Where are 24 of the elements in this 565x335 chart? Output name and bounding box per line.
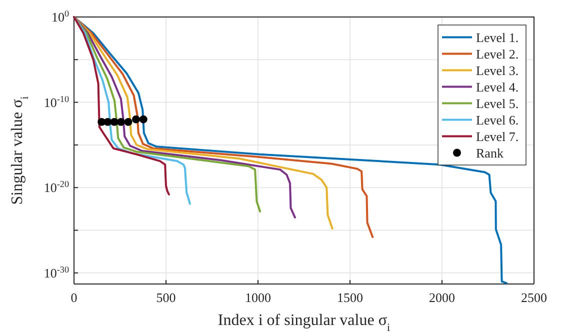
y-tick-label: 10$^{-30}$ [44, 264, 70, 280]
x-tick-label: 0 [70, 290, 78, 305]
x-tick-label: 500 [156, 290, 176, 305]
legend-label: Level 3. [476, 62, 519, 78]
line-series [73, 16, 170, 196]
x-tick-label: 2500 [521, 290, 547, 305]
y-tick-label: 10$^{-20}$ [44, 179, 70, 196]
x-tick-label: 2000 [429, 290, 455, 305]
legend-label: Level 2. [476, 46, 519, 62]
legend-label: Level 5. [476, 96, 519, 111]
line-series [73, 16, 262, 212]
legend-label: Level 4. [476, 79, 519, 94]
y-tick-label: 10$^{-10}$ [44, 94, 70, 110]
legend-label: Level 7. [476, 128, 519, 144]
x-axis-title: Index i of singular value σ$_{i}$ [218, 312, 390, 334]
x-tick-label: 1500 [337, 290, 363, 305]
line-series [73, 16, 191, 205]
legend-label: Rank [476, 145, 504, 160]
legend-label: Level 1. [476, 30, 519, 45]
x-tick-label: 1000 [245, 290, 271, 305]
line-series [73, 16, 296, 218]
line-series [73, 16, 374, 238]
y-tick-label: 10$^{0}$ [51, 8, 70, 25]
legend-label: Level 6. [476, 112, 519, 128]
